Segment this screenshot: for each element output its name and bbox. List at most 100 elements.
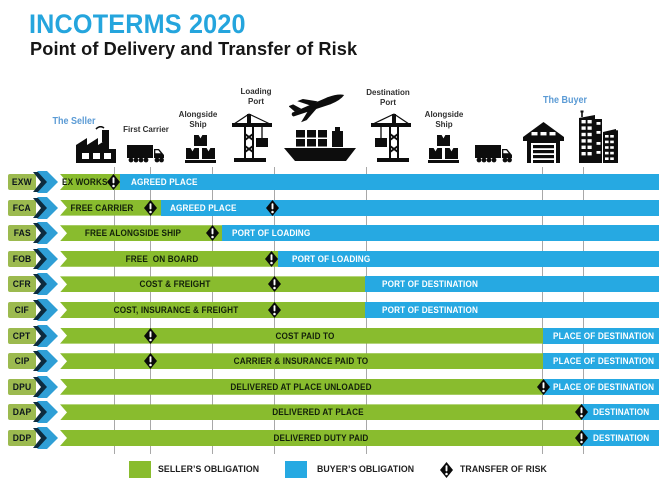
buyer-obligation-text: PORT OF LOADING <box>292 253 371 264</box>
seller-obligation-bar <box>60 378 543 395</box>
station-label-seller: The Seller <box>52 116 96 127</box>
seller-obligation-bar <box>60 199 161 216</box>
transfer-of-risk-icon <box>574 404 588 421</box>
buyer-obligation-text: AGREED PLACE <box>131 177 198 187</box>
chevron-icon <box>33 171 58 193</box>
crane-flip-icon <box>371 113 411 162</box>
station-delivery-carrier <box>475 143 512 168</box>
row-code-fca: FCA <box>8 199 36 216</box>
transfer-of-risk-icon <box>439 461 453 478</box>
seller-obligation-bar <box>60 327 543 344</box>
buyer-obligation-text: PORT OF LOADING <box>232 228 311 239</box>
transfer-of-risk-icon <box>106 174 120 190</box>
seller-obligation-bar <box>60 353 543 370</box>
station-alongside-ship-origin <box>185 134 216 168</box>
seller-obligation-text: DELIVERED AT PLACE UNLOADED <box>230 381 372 392</box>
buildings-icon <box>579 110 619 164</box>
truck-icon <box>127 145 164 163</box>
transfer-of-risk-icon <box>143 199 157 216</box>
row-code-exw: EXW <box>8 174 36 190</box>
chevron-icon <box>33 222 58 245</box>
row-code-cif: CIF <box>8 302 36 318</box>
buyer-obligation-text: PLACE OF DESTINATION <box>553 381 655 392</box>
plane-icon <box>288 94 345 123</box>
seller-obligation-text: COST & FREIGHT <box>139 279 211 290</box>
chevron-icon <box>33 299 58 321</box>
seller-obligation-text: CARRIER & INSURANCE PAID TO <box>233 356 369 367</box>
row-code-fob: FOB <box>8 250 36 267</box>
chevron-icon <box>33 350 58 373</box>
station-label-alongside-ship-dest: Alongside Ship <box>424 109 464 129</box>
row-code-dpu: DPU <box>8 378 36 395</box>
buyer-obligation-text: PLACE OF DESTINATION <box>553 356 655 367</box>
seller-obligation-text: COST PAID TO <box>275 330 335 341</box>
ship-icon <box>284 127 356 161</box>
buyer-obligation-bar <box>581 404 659 421</box>
buyer-obligation-bar <box>365 276 659 293</box>
station-label-alongside-ship-origin: Alongside Ship <box>178 109 218 129</box>
chevron-icon <box>33 427 58 449</box>
buyer-obligation-bar <box>365 302 659 318</box>
station-seller <box>74 125 117 168</box>
station-air-transit <box>288 85 347 131</box>
buyer-obligation-bar <box>161 199 659 216</box>
chevron-icon <box>33 324 58 347</box>
page-subtitle: Point of Delivery and Transfer of Risk <box>30 39 358 59</box>
transfer-of-risk-icon <box>143 327 157 344</box>
buyer-obligation-bar <box>543 353 659 370</box>
seller-obligation-text: EX WORKS <box>62 177 108 187</box>
chevron-icon <box>33 401 58 424</box>
row-code-fas: FAS <box>8 225 36 242</box>
page-title: INCOTERMS 2020 <box>29 9 246 39</box>
transfer-of-risk-icon <box>143 353 157 370</box>
chevron-icon <box>33 196 58 219</box>
seller-obligation-bar <box>60 250 278 267</box>
station-label-first-carrier: First Carrier <box>123 124 169 134</box>
seller-obligation-bar <box>60 404 581 421</box>
station-alongside-ship-dest <box>428 134 459 168</box>
seller-obligation-bar <box>60 276 365 293</box>
seller-obligation-text: COST, INSURANCE & FREIGHT <box>113 305 239 315</box>
seller-obligation-bar <box>60 174 120 190</box>
transfer-of-risk-icon <box>205 225 219 242</box>
legend-buyer-swatch <box>285 461 307 478</box>
buyer-obligation-bar <box>581 430 659 446</box>
row-code-ddp: DDP <box>8 430 36 446</box>
buyer-obligation-text: AGREED PLACE <box>170 202 237 213</box>
legend-label-transfer-of-risk: TRANSFER OF RISK <box>460 464 547 475</box>
seller-obligation-bar <box>60 225 222 242</box>
warehouse-icon <box>523 122 564 163</box>
station-label-buyer: The Buyer <box>542 95 588 106</box>
row-code-cfr: CFR <box>8 276 36 293</box>
station-buyer <box>576 109 620 168</box>
crane-icon <box>232 113 272 162</box>
row-code-cip: CIP <box>8 353 36 370</box>
station-warehouse <box>523 120 564 168</box>
buyer-obligation-bar <box>222 225 659 242</box>
transfer-of-risk-icon <box>264 250 278 267</box>
station-label-destination-port: Destination Port <box>366 87 410 107</box>
seller-obligation-text: DELIVERED DUTY PAID <box>273 433 369 443</box>
buyer-obligation-bar <box>543 327 659 344</box>
transfer-of-risk-icon <box>574 430 588 446</box>
transfer-of-risk-icon <box>265 199 279 216</box>
buyer-obligation-text: PORT OF DESTINATION <box>382 279 478 290</box>
station-first-carrier <box>127 143 164 168</box>
legend-label-seller-obligation: SELLER’S OBLIGATION <box>158 464 260 475</box>
buyer-obligation-bar <box>543 378 659 395</box>
station-loading-port <box>231 112 273 167</box>
legend-seller-swatch <box>129 461 151 478</box>
row-code-cpt: CPT <box>8 327 36 344</box>
transfer-of-risk-icon <box>536 378 550 395</box>
transfer-of-risk-icon <box>267 276 281 293</box>
station-destination-port <box>370 112 412 167</box>
seller-obligation-bar <box>60 430 581 446</box>
seller-obligation-text: FREE ALONGSIDE SHIP <box>84 228 181 239</box>
seller-obligation-text: FREE CARRIER <box>70 202 133 213</box>
cargo-boxes-icon <box>428 135 459 163</box>
row-code-dap: DAP <box>8 404 36 421</box>
seller-obligation-text: DELIVERED AT PLACE <box>272 407 364 418</box>
chevron-icon <box>33 247 58 270</box>
transfer-of-risk-icon <box>267 302 281 318</box>
